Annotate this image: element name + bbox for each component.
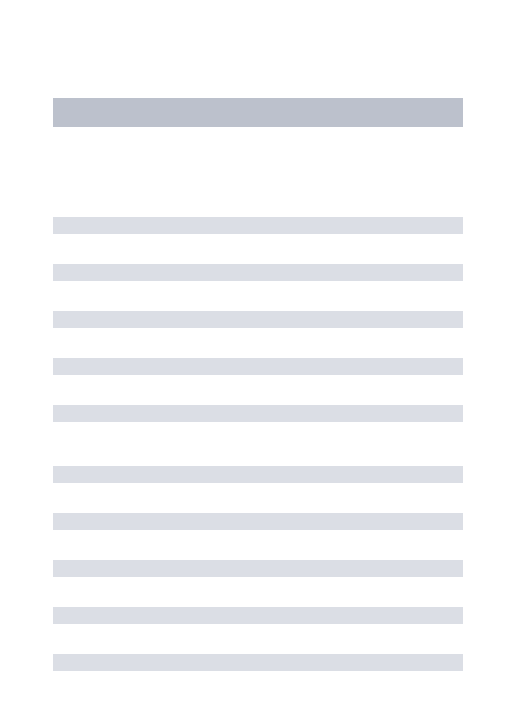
skeleton-line bbox=[53, 513, 463, 530]
skeleton-header bbox=[53, 98, 463, 127]
skeleton-line bbox=[53, 311, 463, 328]
skeleton-line bbox=[53, 264, 463, 281]
skeleton-line bbox=[53, 217, 463, 234]
skeleton-line bbox=[53, 607, 463, 624]
skeleton-line bbox=[53, 358, 463, 375]
skeleton-line bbox=[53, 654, 463, 671]
skeleton-line bbox=[53, 466, 463, 483]
skeleton-line bbox=[53, 560, 463, 577]
skeleton-line bbox=[53, 405, 463, 422]
